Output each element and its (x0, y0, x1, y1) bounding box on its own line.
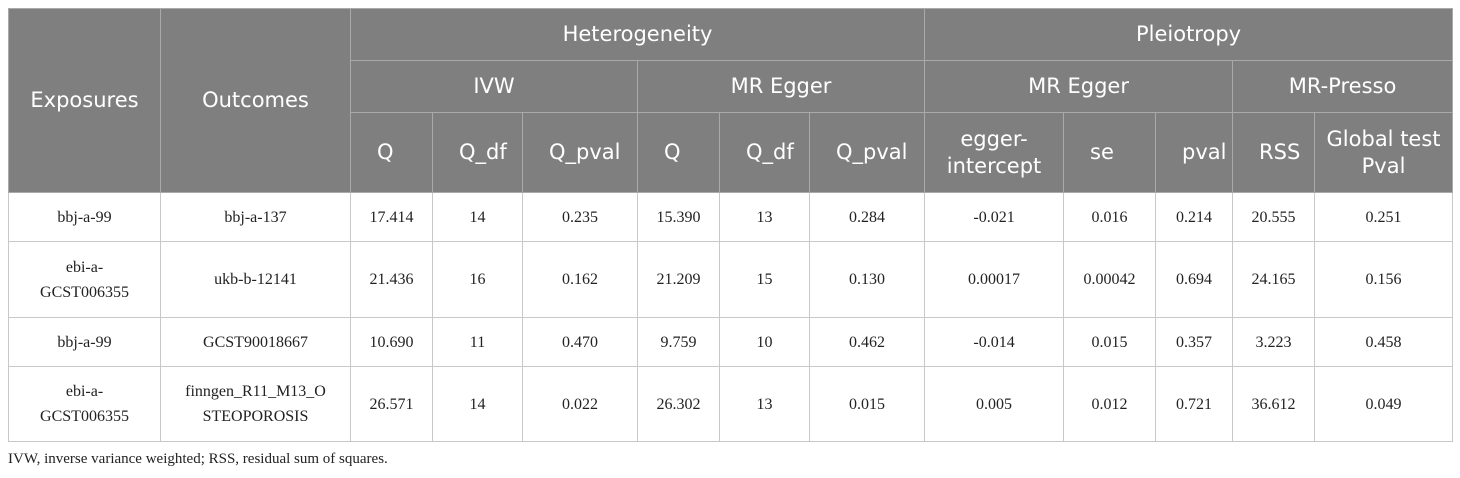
table-cell: 20.555 (1232, 192, 1316, 242)
table-cell: 0.00017 (924, 241, 1065, 318)
column-header: RSS (1232, 112, 1316, 193)
table-cell: 36.612 (1232, 366, 1316, 442)
table-row: ebi-a-GCST006355 finngen_R11_M13_OSTEOPOR… (8, 366, 1454, 442)
table-cell: 0.022 (522, 366, 638, 442)
subgroup-header: IVW (350, 60, 638, 113)
column-header: Q_df (432, 112, 523, 193)
column-header: Q (637, 112, 720, 193)
table-cell: bbj-a-99 (8, 317, 161, 367)
column-header: Q_df (719, 112, 810, 193)
table-cell: 0.458 (1314, 317, 1454, 367)
table-row: bbj-a-99 GCST90018667 10.690 11 0.470 9.759 10… (8, 317, 1454, 367)
column-header: Q_pval (522, 112, 638, 193)
table-cell: 0.235 (522, 192, 638, 242)
table-cell: finngen_R11_M13_OSTEOPOROSIS (160, 366, 351, 442)
column-header: pval (1155, 112, 1234, 193)
table-cell: 21.436 (350, 241, 433, 318)
table-cell: 10.690 (350, 317, 433, 367)
subgroup-header: MR Egger (924, 60, 1234, 113)
column-header: Q_pval (808, 112, 926, 193)
column-header: Global test Pval (1314, 112, 1454, 193)
group-header: Pleiotropy (924, 8, 1454, 61)
table-cell: 11 (432, 317, 523, 367)
table-cell: ebi-a-GCST006355 (8, 366, 161, 442)
table-cell: 0.470 (522, 317, 638, 367)
table-cell: bbj-a-99 (8, 192, 161, 242)
table-row: ebi-a-GCST006355 ukb-b-12141 21.436 16 0.162… (8, 241, 1454, 318)
subgroup-header: MR Egger (636, 60, 926, 113)
column-header: se (1063, 112, 1157, 193)
table-cell: 15.390 (637, 192, 720, 242)
results-table: Exposures Outcomes Heterogeneity Pleiotr… (8, 8, 1454, 442)
table-cell: 14 (432, 366, 523, 442)
table-cell: 0.015 (1063, 317, 1157, 367)
table-row: bbj-a-99 bbj-a-137 17.414 14 0.235 15.390 13 0.… (8, 192, 1454, 242)
table-cell: 0.721 (1155, 366, 1234, 442)
header-cell: Exposures (8, 8, 161, 193)
table-cell: 0.012 (1063, 366, 1157, 442)
table-cell: 9.759 (637, 317, 720, 367)
table-cell: ukb-b-12141 (160, 241, 351, 318)
table-cell: 0.130 (808, 241, 926, 318)
table-cell: 24.165 (1232, 241, 1316, 318)
table-cell: 3.223 (1232, 317, 1316, 367)
table-cell: 17.414 (350, 192, 433, 242)
table-cell: 13 (719, 366, 810, 442)
table-cell: 10 (719, 317, 810, 367)
table-cell: 0.00042 (1063, 241, 1157, 318)
table-cell: 21.209 (637, 241, 720, 318)
table-body: bbj-a-99 bbj-a-137 17.414 14 0.235 15.390 13 0.… (8, 192, 1454, 442)
table-cell: 26.302 (637, 366, 720, 442)
column-header: Q (350, 112, 433, 193)
header-cell: Outcomes (160, 8, 351, 193)
table-cell: 0.284 (808, 192, 926, 242)
table-cell: 0.049 (1314, 366, 1454, 442)
subgroup-header: MR-Presso (1232, 60, 1454, 113)
column-header-row: Q Q_df Q_pval Q Q_df Q_pval egger-intercept se p… (9, 112, 1454, 193)
table-cell: GCST90018667 (160, 317, 351, 367)
table-cell: 0.694 (1155, 241, 1234, 318)
table-cell: bbj-a-137 (160, 192, 351, 242)
group-header: Heterogeneity (349, 8, 926, 61)
table-cell: 0.251 (1314, 192, 1454, 242)
table-cell: 26.571 (350, 366, 433, 442)
table-cell: ebi-a-GCST006355 (8, 241, 161, 318)
table-cell: 0.005 (924, 366, 1065, 442)
column-header: egger-intercept (924, 112, 1065, 193)
table-cell: 0.462 (808, 317, 926, 367)
table-cell: 0.357 (1155, 317, 1234, 367)
table-cell: 0.162 (522, 241, 638, 318)
table-cell: 16 (432, 241, 523, 318)
table-cell: 15 (719, 241, 810, 318)
table-cell: -0.021 (924, 192, 1065, 242)
table-cell: 13 (719, 192, 810, 242)
table-cell: 0.016 (1063, 192, 1157, 242)
table-cell: 0.015 (808, 366, 926, 442)
table-cell: 14 (432, 192, 523, 242)
footnote: IVW, inverse variance weighted; RSS, res… (8, 451, 388, 467)
table-cell: 0.214 (1155, 192, 1234, 242)
table-cell: -0.014 (924, 317, 1065, 367)
table-cell: 0.156 (1314, 241, 1454, 318)
